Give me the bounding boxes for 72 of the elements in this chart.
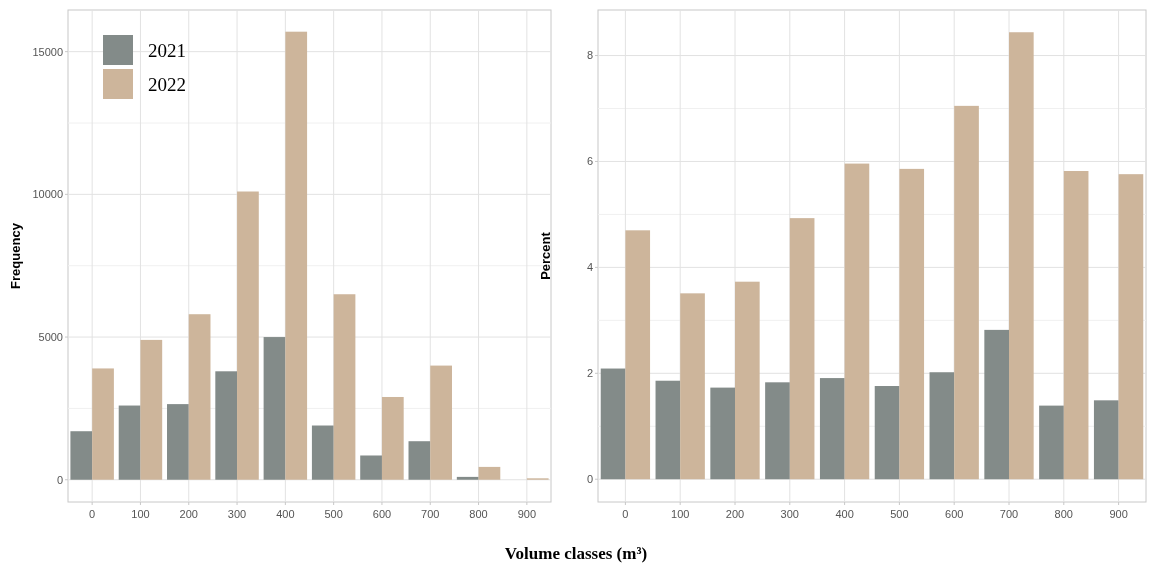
x-tick-label: 0: [622, 508, 629, 520]
bar: [1063, 171, 1089, 480]
x-tick-label: 700: [999, 508, 1019, 520]
y-axis-title: Frequency: [8, 222, 23, 289]
bar: [625, 230, 651, 480]
bar: [311, 425, 334, 480]
bar: [899, 168, 925, 480]
bar: [167, 404, 189, 480]
x-tick-label: 800: [1054, 508, 1073, 520]
x-tick-label: 700: [421, 508, 440, 520]
bar: [360, 455, 382, 480]
bar: [1009, 32, 1034, 480]
x-tick-label: 300: [780, 508, 799, 520]
legend-label: 2022: [148, 73, 186, 95]
bar: [680, 293, 705, 480]
bar: [819, 378, 845, 480]
y-tick-label: 10000: [32, 188, 63, 201]
x-tick-label: 800: [469, 508, 488, 520]
bar: [765, 382, 790, 480]
legend-label: 2021: [148, 39, 186, 61]
y-tick-label: 8: [586, 49, 593, 62]
bar: [929, 372, 955, 480]
bar: [478, 466, 501, 480]
y-tick-label: 0: [56, 473, 63, 486]
bar: [333, 294, 356, 480]
y-tick-label: 15000: [32, 45, 63, 58]
bar: [140, 339, 163, 480]
bar: [118, 405, 141, 480]
bar: [1093, 400, 1119, 480]
bar: [874, 386, 900, 480]
y-tick-label: 6: [586, 155, 593, 168]
x-tick-label: 900: [517, 508, 537, 520]
x-tick-label: 200: [725, 508, 745, 520]
bar: [456, 476, 479, 480]
x-tick-label: 400: [276, 508, 295, 520]
x-axis-title: Volume classes (m³): [504, 544, 648, 563]
bar: [430, 365, 452, 480]
y-tick-label: 2: [586, 367, 593, 380]
bar: [1039, 405, 1064, 480]
x-tick-label: 100: [671, 508, 690, 520]
bar: [1118, 174, 1144, 480]
bar: [735, 281, 760, 480]
y-axis-title: Percent: [538, 231, 553, 280]
y-tick-label: 5000: [38, 330, 63, 343]
x-tick-label: 300: [227, 508, 247, 520]
bar: [215, 371, 238, 480]
bar: [92, 368, 114, 480]
x-tick-label: 200: [179, 508, 198, 520]
bar: [789, 218, 815, 480]
bar: [655, 380, 681, 480]
x-tick-label: 500: [324, 508, 343, 520]
x-tick-label: 400: [835, 508, 854, 520]
y-tick-label: 0: [586, 473, 593, 486]
y-tick-label: 4: [586, 261, 593, 274]
bar: [70, 431, 93, 480]
x-tick-label: 100: [131, 508, 150, 520]
x-tick-label: 600: [945, 508, 964, 520]
bar: [285, 31, 308, 480]
x-tick-label: 0: [89, 508, 96, 520]
bar: [600, 368, 626, 480]
x-tick-label: 900: [1109, 508, 1128, 520]
bar: [954, 105, 979, 480]
bar: [263, 337, 286, 480]
bar: [188, 314, 211, 480]
bar: [408, 441, 431, 480]
x-tick-label: 600: [372, 508, 392, 520]
bar: [984, 329, 1009, 480]
x-tick-label: 500: [890, 508, 909, 520]
bar: [710, 387, 735, 480]
bar: [381, 396, 404, 480]
bar: [237, 191, 259, 480]
bar: [844, 163, 870, 480]
